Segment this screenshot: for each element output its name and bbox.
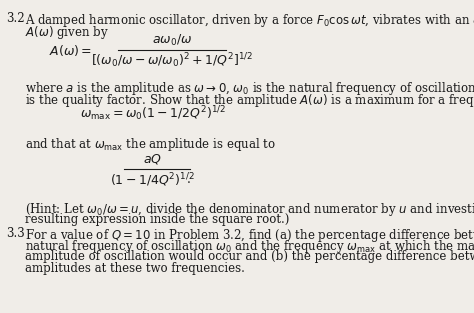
Text: $\omega_{\rm max} = \omega_0(1 - 1/2Q^2)^{1/2}$: $\omega_{\rm max} = \omega_0(1 - 1/2Q^2)… <box>80 104 226 123</box>
Text: $aQ$: $aQ$ <box>143 152 162 166</box>
Text: where $a$ is the amplitude as $\omega \to 0$, $\omega_0$ is the natural frequenc: where $a$ is the amplitude as $\omega \t… <box>25 80 474 97</box>
Text: $(1 - 1/4Q^2)^{1/2}$: $(1 - 1/4Q^2)^{1/2}$ <box>110 171 195 189</box>
Text: (Hint: Let $\omega_0/\omega = u$, divide the denominator and numerator by $u$ an: (Hint: Let $\omega_0/\omega = u$, divide… <box>25 201 474 218</box>
Text: resulting expression inside the square root.): resulting expression inside the square r… <box>25 213 290 226</box>
Text: $a\omega_0/\omega$: $a\omega_0/\omega$ <box>152 33 192 49</box>
Text: and that at $\omega_{\rm max}$ the amplitude is equal to: and that at $\omega_{\rm max}$ the ampli… <box>25 136 276 153</box>
Text: amplitudes at these two frequencies.: amplitudes at these two frequencies. <box>25 262 245 275</box>
Text: $A(\omega)$ given by: $A(\omega)$ given by <box>25 24 109 41</box>
Text: .: . <box>187 173 191 186</box>
Text: $A(\omega) =$: $A(\omega) =$ <box>49 43 92 58</box>
Text: $[(\omega_0/\omega - \omega/\omega_0)^2 + 1/Q^2]^{1/2}$: $[(\omega_0/\omega - \omega/\omega_0)^2 … <box>91 51 253 70</box>
Text: A damped harmonic oscillator, driven by a force $F_0\cos\omega t$, vibrates with: A damped harmonic oscillator, driven by … <box>25 12 474 29</box>
Text: natural frequency of oscillation $\omega_0$ and the frequency $\omega_{\rm max}$: natural frequency of oscillation $\omega… <box>25 238 474 255</box>
Text: 3.3: 3.3 <box>6 227 25 239</box>
Text: For a value of $Q = 10$ in Problem 3.2, find (a) the percentage difference betwe: For a value of $Q = 10$ in Problem 3.2, … <box>25 227 474 244</box>
Text: 3.2: 3.2 <box>6 12 25 25</box>
Text: amplitude of oscillation would occur and (b) the percentage difference between t: amplitude of oscillation would occur and… <box>25 250 474 263</box>
Text: is the quality factor. Show that the amplitude $A(\omega)$ is a maximum for a fr: is the quality factor. Show that the amp… <box>25 92 474 109</box>
